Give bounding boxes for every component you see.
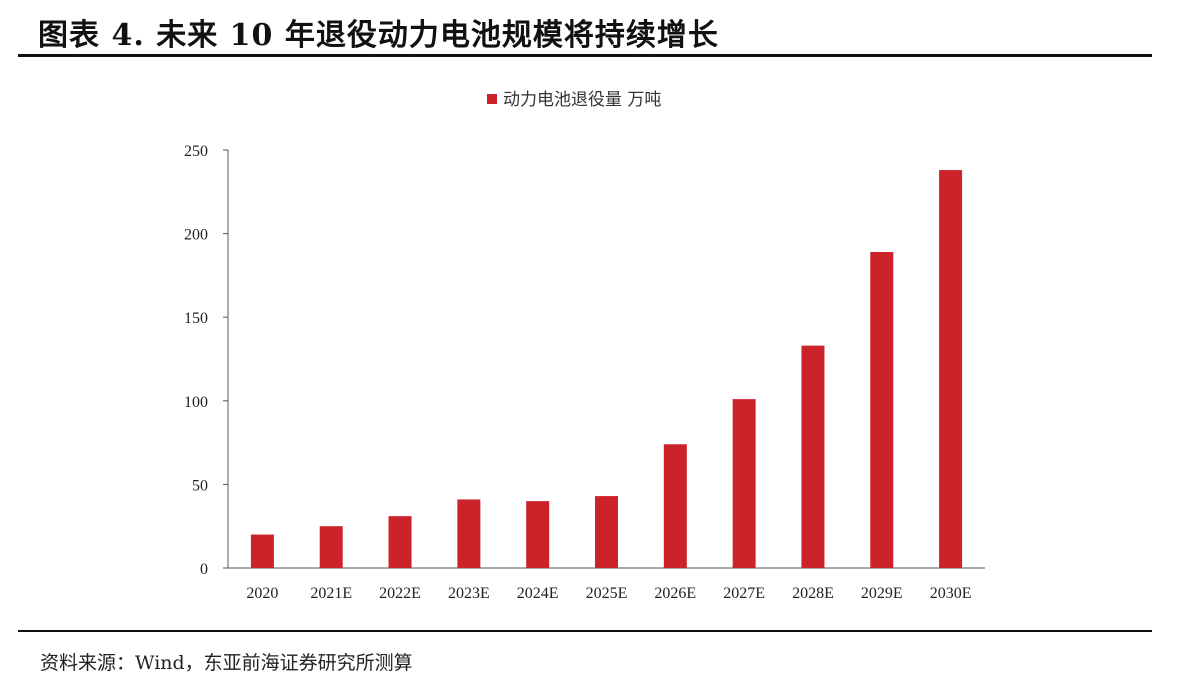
bar-2026E <box>663 444 687 568</box>
bar-chart: 动力电池退役量 万吨 0 50 100 150 200 250 2020 2021E 2022… <box>184 90 985 602</box>
x-tick-label: 2022E <box>379 585 421 602</box>
bar-2024E <box>526 501 550 568</box>
y-tick-label: 50 <box>192 477 208 494</box>
y-tick-label: 100 <box>184 394 208 411</box>
bottom-divider <box>18 630 1152 632</box>
bar-2025E <box>595 496 618 568</box>
x-tick-label: 2020 <box>246 585 278 602</box>
chart-legend: 动力电池退役量 万吨 <box>487 90 661 110</box>
x-tick-label: 2027E <box>723 585 765 602</box>
bar-2028E <box>801 345 825 568</box>
bar-2022E <box>388 516 412 568</box>
bar-2030E <box>939 170 963 568</box>
x-axis: 2020 2021E 2022E 2023E 2024E 2025E 2026E 2027E 2… <box>228 567 985 602</box>
top-divider <box>18 54 1152 57</box>
y-tick-label: 150 <box>184 310 208 327</box>
bar-2020 <box>250 534 274 568</box>
bar-2021E <box>319 526 343 568</box>
source-note: 资料来源：Wind，东亚前海证券研究所测算 <box>40 652 413 674</box>
y-tick-label: 0 <box>200 561 208 578</box>
bar-2023E <box>457 499 481 568</box>
bar-2027E <box>732 399 756 568</box>
figure-title: 图表 4. 未来 10 年退役动力电池规模将持续增长 <box>38 18 719 53</box>
bar-2029E <box>870 251 894 568</box>
x-tick-label: 2025E <box>586 585 628 602</box>
bars <box>250 170 963 568</box>
legend-swatch <box>487 94 497 104</box>
x-tick-label: 2024E <box>517 585 559 602</box>
y-tick-label: 200 <box>184 227 208 244</box>
legend-label: 动力电池退役量 万吨 <box>503 90 661 110</box>
x-tick-label: 2023E <box>448 585 490 602</box>
x-tick-label: 2029E <box>861 585 903 602</box>
x-tick-label: 2030E <box>930 585 972 602</box>
x-tick-label: 2021E <box>310 585 352 602</box>
y-tick-label: 250 <box>184 143 208 160</box>
y-axis: 0 50 100 150 200 250 <box>184 143 229 578</box>
x-tick-label: 2026E <box>654 585 696 602</box>
x-tick-label: 2028E <box>792 585 834 602</box>
